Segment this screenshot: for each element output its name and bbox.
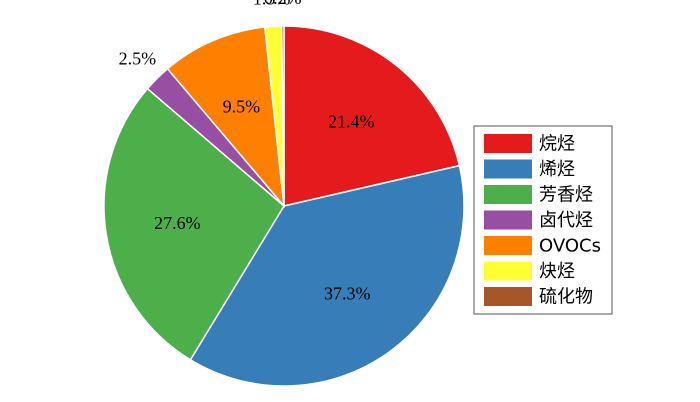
legend-swatch-1 (484, 159, 532, 179)
slice-label-0: 21.4% (328, 112, 375, 132)
pie-slice-1 (189, 164, 465, 387)
pie-slice-labels: 21.4% 37.3% 27.6% 2.5% 9.5% 1.5%0.2% (119, 0, 375, 304)
slice-label-2: 27.6% (154, 213, 201, 233)
slice-label-4: 9.5% (223, 97, 261, 117)
pie-slice-4 (166, 26, 286, 209)
slice-label-6: 0.2% (264, 0, 302, 8)
legend-label-5: 炔烃 (539, 261, 575, 282)
legend-swatch-6 (484, 287, 532, 306)
slice-label-5: 1.5% (253, 0, 291, 8)
legend-swatch-5 (484, 261, 532, 281)
pie-slice-6 (280, 25, 285, 207)
legend-swatch-4 (484, 236, 532, 255)
legend-swatch-3 (484, 210, 532, 230)
pie-slices (103, 25, 465, 387)
legend-label-2: 芳香烃 (539, 185, 593, 206)
legend-label-1: 烯烃 (539, 159, 575, 180)
pie-slice-0 (283, 25, 461, 207)
slice-label-3: 2.5% (119, 48, 157, 68)
legend-label-0: 烷烃 (539, 134, 575, 155)
legend-label-6: 硫化物 (539, 287, 593, 308)
slice-label-1: 37.3% (324, 284, 371, 304)
pie-slice-2 (103, 87, 285, 361)
legend-label-4: OVOCs (539, 236, 601, 257)
legend-swatch-0 (484, 134, 532, 153)
legend-swatch-2 (484, 185, 532, 204)
legend-label-3: 卤代烃 (539, 210, 593, 231)
